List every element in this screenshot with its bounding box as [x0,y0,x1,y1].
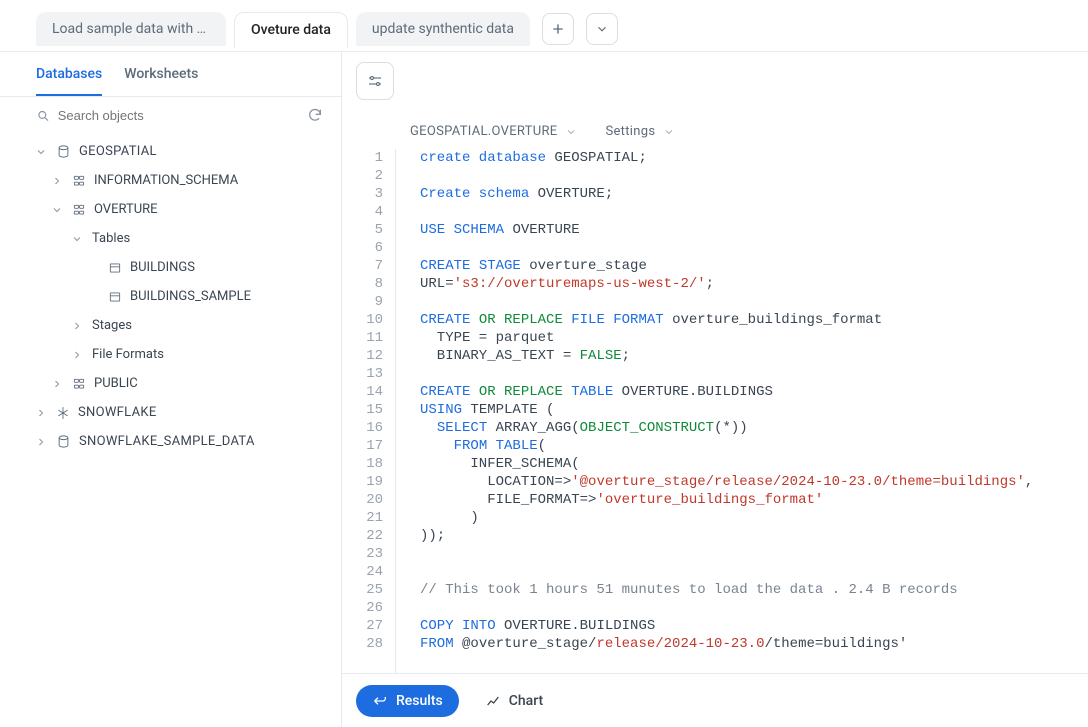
chevron-right-icon [51,175,63,187]
chevron-down-icon [595,22,609,36]
tab-overflow-button[interactable] [586,13,618,45]
chevron-right-icon [35,407,47,419]
tree-folder-fileformats[interactable]: File Formats [30,340,331,369]
tree-label: PUBLIC [94,376,138,391]
chevron-right-icon [51,378,63,390]
tree-db-geospatial[interactable]: GEOSPATIAL [30,137,331,166]
chevron-down-icon [71,233,83,245]
return-icon [372,693,388,709]
context-path-label: GEOSPATIAL.OVERTURE [410,124,557,139]
editor-options-button[interactable] [356,62,394,100]
tree-label: SNOWFLAKE_SAMPLE_DATA [79,434,255,449]
tab-load-sample[interactable]: Load sample data with SQ… [36,12,226,46]
code-body[interactable]: create database GEOSPATIAL; Create schem… [396,149,1088,727]
tree-table-buildings[interactable]: BUILDINGS [30,253,331,282]
sidebar: Databases Worksheets GEOSPATIAL INFORMAT… [0,52,342,727]
tree-folder-stages[interactable]: Stages [30,311,331,340]
refresh-button[interactable] [307,107,323,123]
tree-label: Tables [92,231,130,246]
tree-schema-information[interactable]: INFORMATION_SCHEMA [30,166,331,195]
database-icon [56,144,71,159]
results-button[interactable]: Results [356,685,459,717]
chevron-down-icon [51,204,63,216]
tab-update-synthetic[interactable]: update synthentic data [356,12,530,46]
tab-bar: Load sample data with SQ… Oveture data u… [0,0,1088,52]
chevron-right-icon [71,320,83,332]
tree-db-snowflake[interactable]: SNOWFLAKE [30,398,331,427]
table-icon [108,261,122,275]
tree-schema-public[interactable]: PUBLIC [30,369,331,398]
context-settings-label: Settings [605,124,655,139]
tree-label: BUILDINGS_SAMPLE [130,289,251,304]
sliders-icon [366,72,384,90]
chevron-right-icon [71,349,83,361]
database-icon [56,434,71,449]
plus-icon [550,21,566,37]
chevron-right-icon [35,436,47,448]
results-label: Results [396,693,443,709]
chart-icon [485,693,501,709]
gutter: 1234567891011121314151617181920212223242… [342,149,396,727]
schema-icon [72,203,86,217]
refresh-icon [307,107,323,123]
tree-label: Stages [92,318,132,333]
object-tree: GEOSPATIAL INFORMATION_SCHEMA OVERTURE T… [0,133,341,456]
editor-pane: GEOSPATIAL.OVERTURE Settings 12345678910… [342,52,1088,727]
context-path[interactable]: GEOSPATIAL.OVERTURE [410,124,577,139]
results-bar: Results Chart [342,673,1088,727]
tree-schema-overture[interactable]: OVERTURE [30,195,331,224]
tree-db-snowflake-sample[interactable]: SNOWFLAKE_SAMPLE_DATA [30,427,331,456]
new-tab-button[interactable] [542,13,574,45]
context-settings[interactable]: Settings [605,124,675,139]
chart-button[interactable]: Chart [469,685,559,717]
code-editor[interactable]: 1234567891011121314151617181920212223242… [342,149,1088,727]
tree-folder-tables[interactable]: Tables [30,224,331,253]
schema-icon [72,174,86,188]
tree-label: OVERTURE [94,202,158,217]
tree-label: File Formats [92,347,164,362]
tree-label: BUILDINGS [130,260,195,275]
sidebar-tab-databases[interactable]: Databases [36,66,102,96]
tree-label: SNOWFLAKE [78,405,157,420]
schema-icon [72,377,86,391]
search-input[interactable] [58,108,297,123]
tree-label: GEOSPATIAL [79,144,157,159]
tab-overture-data[interactable]: Oveture data [234,12,348,48]
snowflake-icon [56,406,70,420]
chart-label: Chart [509,693,543,709]
search-icon [36,108,50,123]
chevron-down-icon [35,146,47,158]
table-icon [108,290,122,304]
sidebar-tab-worksheets[interactable]: Worksheets [124,66,198,96]
tree-label: INFORMATION_SCHEMA [94,173,238,188]
chevron-down-icon [663,126,675,138]
tree-table-buildings-sample[interactable]: BUILDINGS_SAMPLE [30,282,331,311]
chevron-down-icon [565,126,577,138]
